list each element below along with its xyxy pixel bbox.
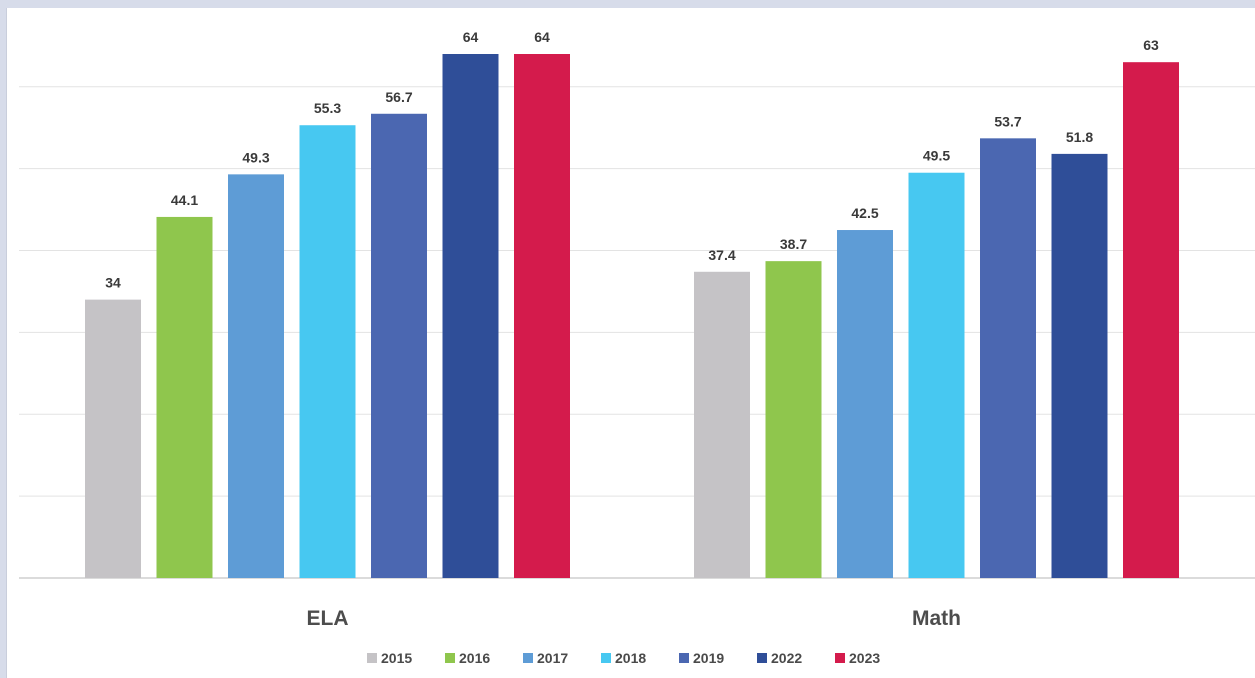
bar-math-2015 xyxy=(694,271,750,578)
data-label-ela-2019: 56.7 xyxy=(385,89,412,105)
legend-label-2016: 2016 xyxy=(459,650,490,666)
data-label-math-2022: 51.8 xyxy=(1066,129,1093,145)
bar-math-2016 xyxy=(765,261,822,578)
chart-panel: 34 44.1 49.3 55.3 56.7 64 64 ELA 37.4 38.7 42.5 49.… xyxy=(6,8,1255,678)
data-label-math-2018: 49.5 xyxy=(923,148,950,164)
bar-math-2019 xyxy=(980,138,1036,579)
category-label-ela: ELA xyxy=(307,607,349,630)
bar-ela-2016 xyxy=(156,216,213,578)
bar-ela-2018 xyxy=(299,125,356,578)
bar-ela-2019 xyxy=(371,113,427,579)
bar-ela-2015 xyxy=(85,299,141,578)
legend-swatch-2016 xyxy=(445,653,455,663)
legend-swatch-2018 xyxy=(601,653,611,663)
bar-ela-2022 xyxy=(442,54,499,578)
data-label-ela-2018: 55.3 xyxy=(314,100,341,116)
bar-ela-2023 xyxy=(514,54,570,578)
legend-swatch-2022 xyxy=(757,653,767,663)
data-label-ela-2023: 64 xyxy=(534,29,550,45)
legend-label-2017: 2017 xyxy=(537,650,568,666)
legend-swatch-2023 xyxy=(835,653,845,663)
data-label-ela-2017: 49.3 xyxy=(242,149,269,165)
bar-math-2018 xyxy=(908,172,965,578)
legend-swatch-2017 xyxy=(523,653,533,663)
category-label-math: Math xyxy=(912,607,961,630)
bar-math-2017 xyxy=(837,230,893,578)
bar-ela-2017 xyxy=(228,174,284,578)
data-label-math-2023: 63 xyxy=(1143,37,1159,53)
legend-label-2018: 2018 xyxy=(615,650,646,666)
data-label-ela-2022: 64 xyxy=(463,29,479,45)
legend-swatch-2015 xyxy=(367,653,377,663)
bar-math-2023 xyxy=(1123,62,1179,578)
data-label-math-2015: 37.4 xyxy=(708,247,735,263)
legend-label-2023: 2023 xyxy=(849,650,880,666)
data-label-ela-2016: 44.1 xyxy=(171,192,198,208)
bar-math-2022 xyxy=(1051,153,1108,578)
legend-label-2015: 2015 xyxy=(381,650,412,666)
grouped-bar-chart: 34 44.1 49.3 55.3 56.7 64 64 ELA 37.4 38.7 42.5 49.… xyxy=(19,29,1255,666)
legend-swatch-2019 xyxy=(679,653,689,663)
data-label-math-2016: 38.7 xyxy=(780,236,807,252)
data-label-ela-2015: 34 xyxy=(105,275,121,291)
data-label-math-2019: 53.7 xyxy=(994,113,1021,129)
legend-label-2022: 2022 xyxy=(771,650,802,666)
legend-label-2019: 2019 xyxy=(693,650,724,666)
data-label-math-2017: 42.5 xyxy=(851,205,878,221)
